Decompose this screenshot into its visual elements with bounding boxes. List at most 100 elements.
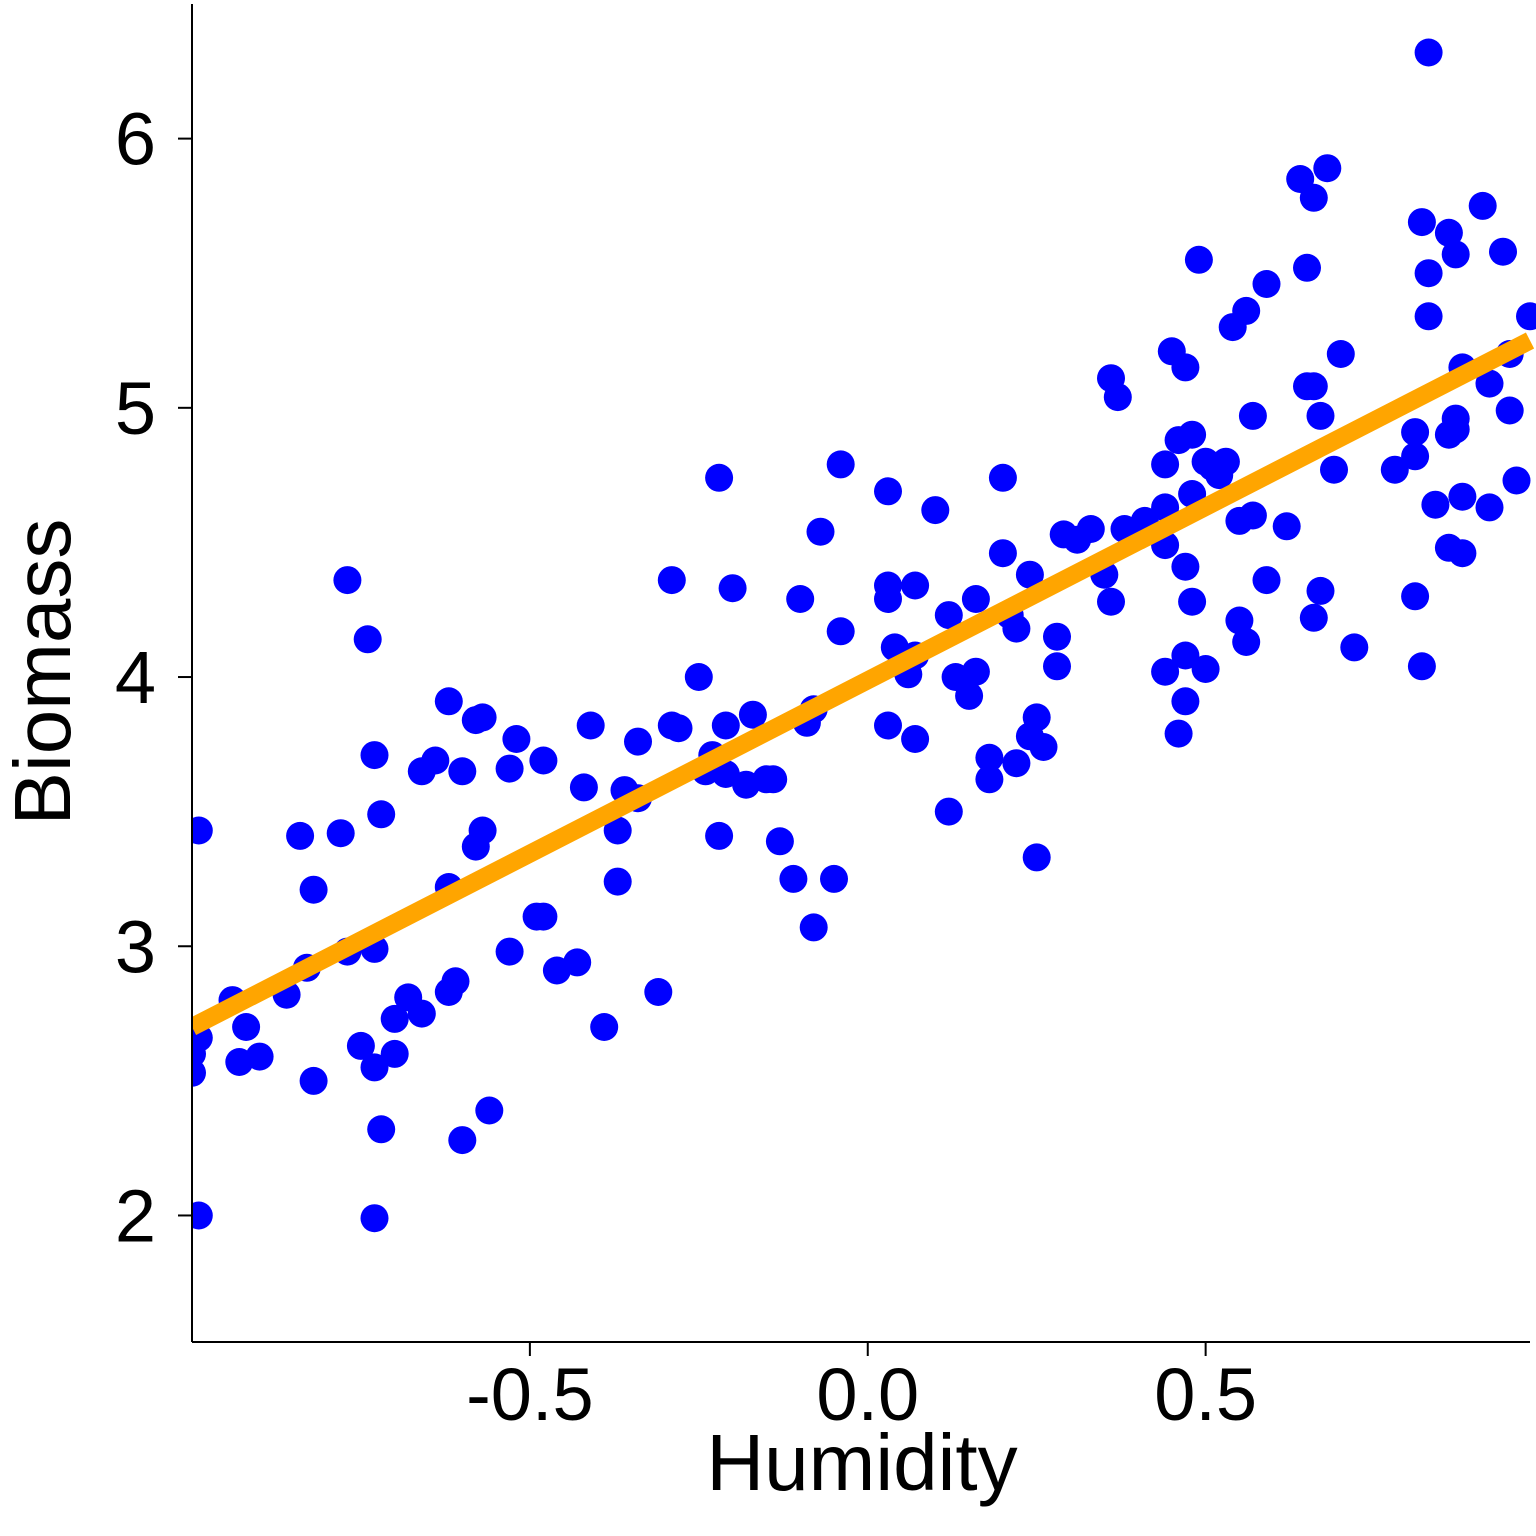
data-point: [901, 725, 930, 753]
data-point: [1407, 208, 1436, 237]
data-point: [1164, 719, 1193, 748]
data-point: [286, 821, 315, 850]
data-point: [1313, 154, 1342, 183]
data-point: [1184, 245, 1213, 274]
data-point: [192, 1039, 206, 1068]
data-point: [495, 754, 524, 783]
data-point: [1238, 401, 1267, 430]
data-point: [718, 574, 747, 603]
data-point: [1076, 515, 1105, 543]
data-point: [1448, 482, 1477, 511]
data-point: [1022, 703, 1051, 732]
data-point: [563, 948, 592, 977]
data-point: [1441, 415, 1470, 444]
data-point: [1178, 420, 1207, 449]
data-point: [441, 967, 470, 996]
data-point: [1022, 843, 1051, 872]
data-point: [1178, 587, 1207, 616]
data-point: [448, 757, 477, 786]
data-point: [1232, 628, 1261, 656]
data-point: [988, 463, 1017, 492]
data-point: [684, 663, 713, 691]
data-point: [765, 827, 794, 856]
data-point: [1299, 183, 1328, 212]
data-point: [705, 821, 734, 850]
y-axis-title: Biomass: [0, 519, 87, 826]
data-point: [346, 1031, 375, 1060]
data-point: [468, 703, 497, 732]
data-point: [1029, 733, 1058, 761]
data-point: [1401, 442, 1430, 471]
x-tick-label: 0.5: [1154, 1353, 1257, 1436]
data-point: [421, 746, 450, 775]
data-point: [934, 601, 963, 630]
regression-line-layer: [192, 332, 1535, 1036]
data-point: [975, 743, 1004, 772]
data-point: [820, 864, 848, 893]
data-point: [657, 566, 686, 595]
data-point: [299, 1066, 328, 1095]
data-point: [1407, 652, 1436, 681]
data-point: [1043, 622, 1071, 651]
data-point: [874, 477, 902, 506]
data-point: [1421, 490, 1450, 519]
y-tick-label: 6: [115, 98, 156, 181]
data-point: [1103, 383, 1132, 412]
data-point: [1002, 749, 1031, 778]
data-point: [353, 625, 382, 654]
data-point: [826, 450, 855, 479]
data-point: [759, 765, 788, 794]
data-point: [1475, 493, 1504, 522]
data-point: [1191, 655, 1220, 683]
data-point: [1151, 657, 1180, 686]
data-point: [1401, 582, 1430, 611]
y-tick-label: 5: [115, 367, 156, 450]
data-point: [1441, 240, 1470, 269]
data-point: [961, 585, 990, 613]
scatter-points: [192, 38, 1536, 1233]
data-point: [468, 816, 497, 845]
data-point: [1299, 372, 1328, 401]
data-point: [988, 539, 1017, 568]
data-point: [1171, 353, 1200, 382]
data-point: [1293, 253, 1321, 282]
data-point: [367, 1115, 396, 1144]
x-tick-label: -0.5: [466, 1353, 594, 1436]
data-point: [901, 571, 930, 600]
data-point: [245, 1042, 274, 1071]
data-point: [232, 1013, 261, 1041]
data-point: [955, 681, 984, 710]
data-point: [1171, 687, 1200, 716]
data-point: [1238, 501, 1267, 530]
data-point: [826, 617, 855, 646]
data-point: [1015, 560, 1044, 589]
axes: [191, 4, 1530, 1343]
data-point: [1475, 369, 1504, 398]
data-point: [711, 711, 740, 740]
data-point: [1502, 466, 1531, 495]
data-point: [1299, 603, 1328, 632]
data-point: [529, 746, 558, 775]
data-point: [1468, 191, 1497, 220]
data-point: [1272, 512, 1301, 541]
data-point: [644, 978, 673, 1006]
data-point: [1326, 340, 1355, 368]
data-point: [799, 913, 828, 942]
data-point: [1434, 218, 1463, 247]
data-point: [360, 741, 389, 770]
data-point: [806, 517, 835, 546]
data-point: [1495, 396, 1524, 425]
data-point: [502, 725, 531, 753]
data-point: [576, 711, 605, 740]
data-point: [1414, 259, 1443, 288]
x-axis-title: Humidity: [706, 1418, 1017, 1507]
data-point: [1401, 418, 1430, 447]
data-point: [1171, 552, 1200, 581]
data-point: [448, 1126, 477, 1155]
data-point: [1414, 302, 1443, 331]
data-point: [333, 566, 362, 595]
data-point: [1211, 447, 1240, 476]
data-point: [380, 1004, 409, 1033]
data-point: [975, 765, 1004, 794]
